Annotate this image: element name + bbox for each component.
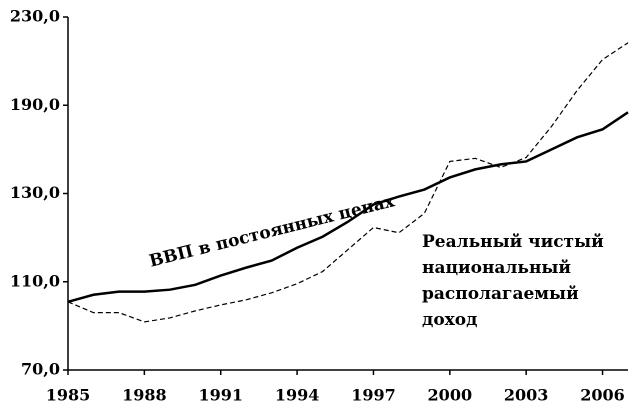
x-tick-label: 1991 — [198, 386, 243, 405]
y-tick-label: 70,0 — [21, 360, 60, 379]
y-tick-label: 190,0 — [10, 95, 60, 114]
x-tick-label: 1985 — [46, 386, 91, 405]
series-label-line: располагаемый — [422, 284, 579, 304]
x-tick-label: 1988 — [122, 386, 167, 405]
y-tick-label: 230,0 — [10, 7, 60, 26]
x-tick-label: 2000 — [428, 386, 473, 405]
series-label-line: национальный — [422, 258, 571, 278]
series-line — [67, 111, 629, 304]
series-line — [67, 42, 629, 323]
series-label-line: доход — [422, 310, 477, 330]
y-tick-label: 130,0 — [10, 183, 60, 202]
x-tick-label: 1994 — [275, 386, 320, 405]
x-tick-label: 1997 — [351, 386, 396, 405]
series-label: Реальный чистый национальный располагаемый… — [422, 232, 604, 330]
x-tick-label: 2003 — [504, 386, 549, 405]
series-label-line: Реальный чистый — [422, 232, 604, 252]
x-tick-label: 2006 — [580, 386, 625, 405]
y-tick-label: 110,0 — [10, 271, 60, 290]
